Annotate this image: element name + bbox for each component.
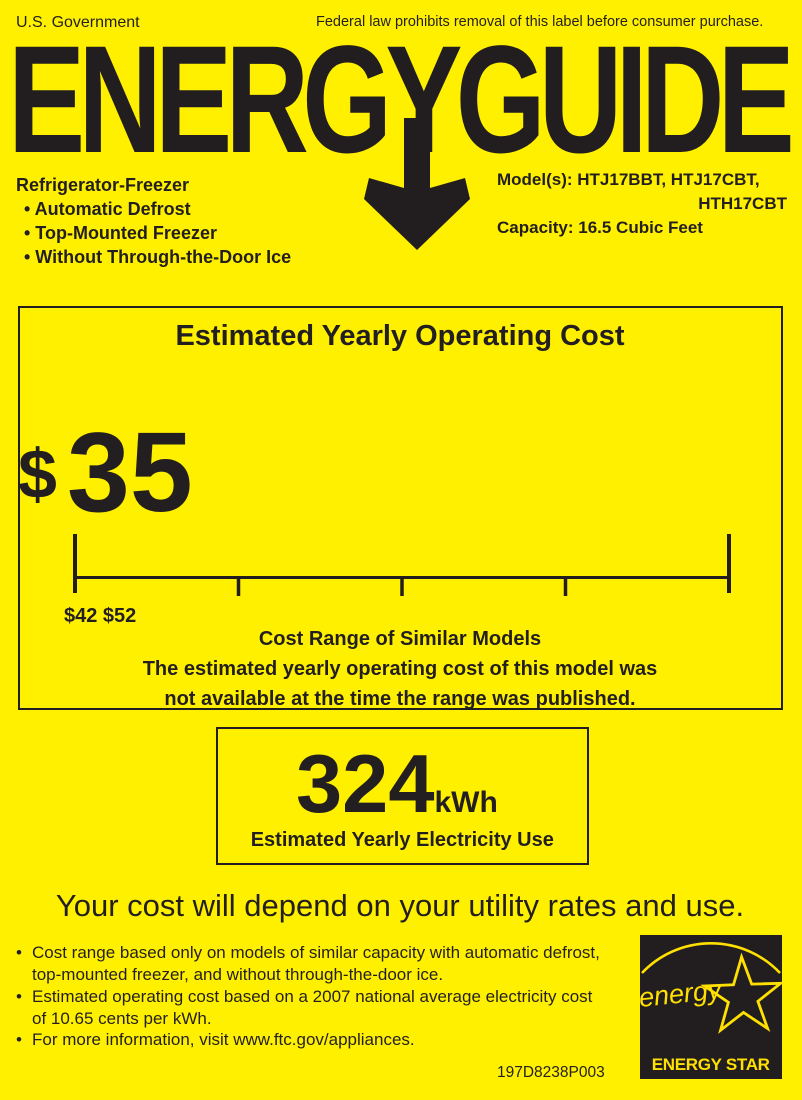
svg-text:energy: energy — [640, 974, 724, 1013]
